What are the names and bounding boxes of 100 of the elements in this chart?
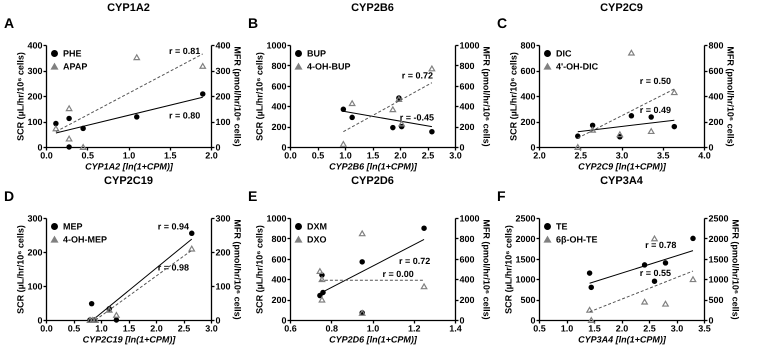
y-tick-label: 1500 [515,254,536,264]
annotation: r = 0.72 [398,256,430,266]
y-tick-label: 800 [520,40,536,50]
x-tick-label: 1.0 [560,324,574,334]
y-tick-label: 500 [520,295,536,306]
y-axis-title: SCR (µL/hr/10⁶ cells) [254,52,264,141]
x-tick-label: 1.4 [449,324,462,334]
y2-axis-title: MFR (pmol/hr/10⁶ cells) [726,46,736,147]
text: F [497,188,506,204]
x-tick-label: 1.0 [339,150,352,160]
y2-tick-label: 400 [216,40,231,50]
y2-tick-label: 0 [708,316,714,326]
y2-tick-label: 100 [216,282,231,292]
x-axis-title: CYP2C19 [ln(1+CPM)] [82,334,176,344]
annotation: r = 0.49 [640,105,671,116]
y2-tick-label: 0 [460,142,465,152]
y-axis-title: SCR (µL/hr/10⁶ cells) [15,225,26,314]
annotation: r = 0.78 [645,240,676,250]
y2-tick-label: 1000 [460,40,480,50]
text: A [4,15,14,31]
x-tick-label: 3.0 [616,150,628,160]
y-tick-label: 400 [271,274,286,285]
x-axis-title: CYP2C9 [ln(1+CPM)] [578,162,667,172]
y-tick-label: 0 [37,316,42,326]
y2-tick-label: 200 [216,92,231,102]
y-tick-label: 600 [271,254,286,264]
y-axis-title: SCR (µL/hr/10⁶ cells) [254,225,264,314]
y-tick-label: 400 [27,40,42,50]
x-tick-label: 1.2 [408,324,421,334]
x-tick-label: 1.5 [366,150,380,160]
x-tick-label: 0.6 [284,324,297,334]
y2-tick-label: 800 [708,40,724,50]
x-tick-label: 2.0 [616,324,628,334]
x-tick-label: 3.0 [449,150,462,160]
annotation: r = 0.81 [168,46,200,56]
y2-tick-label: 600 [708,66,724,76]
y-tick-label: 1000 [266,40,286,50]
y2-tick-label: 500 [708,295,724,306]
x-tick-label: 3.5 [656,150,670,160]
y-tick-label: 800 [271,234,286,244]
y-tick-label: 200 [27,248,42,258]
x-tick-label: 1.0 [366,324,380,334]
legend-label: 6β-OH-TE [556,234,598,244]
y2-tick-label: 1000 [460,214,480,224]
x-tick-label: 0.0 [40,150,53,160]
text: D [4,188,14,204]
y-tick-label: 400 [271,102,286,112]
x-tick-label: 0.5 [81,150,94,160]
x-tick-label: 1.0 [95,324,108,334]
x-tick-label: 1.5 [164,150,177,160]
legend-label: 4-OH-BUP [307,62,351,72]
y2-tick-label: 2000 [708,234,729,244]
x-tick-label: 1.5 [588,324,601,334]
y2-tick-label: 2500 [708,214,729,224]
y2-tick-label: 300 [216,214,231,224]
text: B [248,15,258,31]
y2-axis-title: MFR (pmol/hr/10⁶ cells) [232,219,243,320]
y2-tick-label: 800 [460,60,475,71]
y2-tick-label: 100 [216,117,231,127]
x-tick-label: 0.8 [325,324,338,334]
x-tick-label: 3.0 [670,324,684,334]
x-axis-title: CYP1A2 [ln(1+CPM)] [85,162,174,172]
annotation: r = 0.72 [402,70,434,81]
x-tick-label: 3.5 [698,324,711,334]
legend-label: DXO [307,234,327,244]
y-axis-title: SCR (µL/hr/10⁶ cells) [503,225,514,314]
chart-title: CYP2C19 [104,175,153,187]
legend-label: MEP [63,222,83,232]
text: E [248,188,258,204]
legend-label: 4-OH-MEP [63,234,108,244]
y2-tick-label: 800 [460,234,475,244]
x-axis-title: CYP3A4 [ln(1+CPM)] [578,334,667,344]
y-tick-label: 200 [520,117,536,127]
y-tick-label: 800 [271,60,286,71]
y-axis-title: SCR (µL/hr/10⁶ cells) [15,52,26,141]
y2-tick-label: 400 [460,274,475,285]
legend-label: APAP [63,62,88,72]
legend-label: 4'-OH-DIC [556,62,599,72]
y2-tick-label: 0 [708,142,714,152]
y-tick-label: 1000 [266,214,286,224]
y2-tick-label: 200 [216,248,231,258]
legend-label: PHE [63,48,82,58]
y2-tick-label: 1000 [708,274,729,285]
x-tick-label: 0.0 [284,150,297,160]
y-tick-label: 300 [27,214,42,224]
y-tick-label: 0 [530,142,536,152]
y-tick-label: 200 [27,92,42,102]
x-tick-label: 1.5 [122,324,136,334]
y-tick-label: 2000 [515,234,536,244]
annotation: r = -0.45 [400,112,434,123]
x-tick-label: 0.5 [533,324,546,334]
chart-title: CYP2D6 [351,175,394,187]
annotation: r = 0.94 [158,222,190,232]
x-axis-title: CYP2D6 [ln(1+CPM)] [329,334,418,344]
chart-title: CYP3A4 [600,175,644,187]
x-tick-label: 1.0 [122,150,136,160]
y2-tick-label: 300 [216,66,231,76]
y-tick-label: 100 [27,117,42,127]
x-tick-label: 2.5 [574,150,588,160]
x-tick-label: 2.0 [394,150,407,160]
